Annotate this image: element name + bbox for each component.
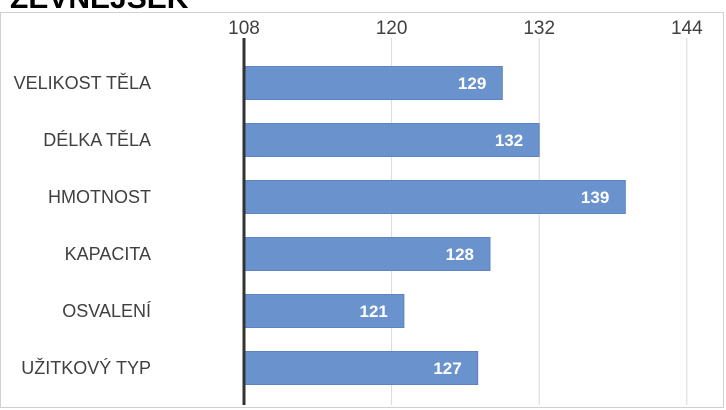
bar xyxy=(243,66,503,100)
x-tick-label: 144 xyxy=(671,18,703,39)
chart-title: ZEVNĚJŠEK xyxy=(10,0,188,12)
category-label: DÉLKA TĚLA xyxy=(43,130,151,150)
category-label: VELIKOST TĚLA xyxy=(14,73,151,93)
chart-frame xyxy=(0,12,724,408)
category-label: OSVALENÍ xyxy=(62,301,151,321)
data-label: 127 xyxy=(433,359,461,378)
data-label: 132 xyxy=(495,131,523,150)
data-label: 121 xyxy=(360,302,388,321)
data-label: 129 xyxy=(458,74,486,93)
data-label: 139 xyxy=(581,188,609,207)
category-label: HMOTNOST xyxy=(48,187,151,207)
category-label: KAPACITA xyxy=(65,244,151,264)
bar xyxy=(243,180,626,214)
bar xyxy=(243,351,479,385)
x-tick-label: 108 xyxy=(228,18,260,39)
x-tick-label: 120 xyxy=(376,18,408,39)
x-tick-label: 132 xyxy=(523,18,555,39)
chart-title-clip: ZEVNĚJŠEK xyxy=(0,0,726,12)
category-label: UŽITKOVÝ TYP xyxy=(21,358,151,378)
bar xyxy=(243,237,491,271)
bar xyxy=(243,294,405,328)
data-label: 128 xyxy=(446,245,474,264)
